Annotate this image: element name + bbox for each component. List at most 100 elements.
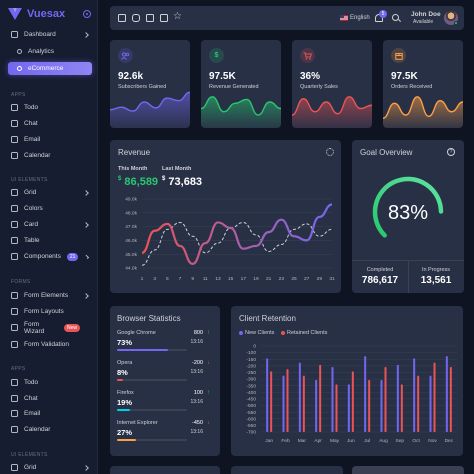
bar-new-clients[interactable]: [331, 367, 334, 432]
bar-new-clients[interactable]: [396, 364, 399, 432]
sidebar-item-label: Email: [24, 410, 41, 417]
bar-new-clients[interactable]: [282, 375, 285, 432]
check-circle-icon: [11, 341, 18, 348]
user-name[interactable]: John Doe: [411, 11, 441, 18]
sidebar-section-title: FORMS: [11, 279, 31, 285]
browser-time: 13:16: [190, 339, 203, 345]
bar-retained-clients[interactable]: [400, 384, 403, 432]
chat-icon: [11, 395, 18, 402]
client-retention-bar-chart: 0-100-150-200-250-300-350-400-450-500-55…: [246, 344, 457, 444]
chat-icon[interactable]: [132, 14, 140, 22]
bar-retained-clients[interactable]: [302, 375, 305, 432]
bar-retained-clients[interactable]: [417, 375, 420, 432]
sidebar-item-form-wizard[interactable]: Form Wizard New: [8, 320, 92, 335]
in-progress-value: 13,561: [420, 275, 452, 286]
bar-new-clients[interactable]: [380, 380, 383, 432]
bar-new-clients[interactable]: [413, 358, 416, 432]
sidebar-item-calendar[interactable]: Calendar: [8, 423, 92, 436]
bar-retained-clients[interactable]: [449, 367, 452, 432]
orders-sparkline: [383, 96, 463, 128]
chevron-right-icon: [83, 189, 89, 196]
bar-retained-clients[interactable]: [368, 380, 371, 432]
progress-track: [117, 439, 187, 441]
brand[interactable]: Vuesax: [8, 8, 65, 20]
gauge-progress-arc: [372, 176, 444, 238]
sidebar-item-email[interactable]: Email: [8, 133, 92, 146]
sidebar-item-todo[interactable]: Todo: [8, 101, 92, 114]
star-icon[interactable]: ☆: [173, 11, 182, 22]
sidebar-item-form-elements[interactable]: Form Elements: [8, 289, 92, 302]
legend-retained-clients[interactable]: Retained Clients: [287, 330, 328, 336]
bar-retained-clients[interactable]: [270, 371, 273, 432]
sidebar-item-label: Email: [24, 136, 41, 143]
sidebar-item-label: Form Elements: [24, 292, 69, 299]
sidebar-item-form-validation[interactable]: Form Validation: [8, 338, 92, 351]
bar-retained-clients[interactable]: [335, 384, 338, 432]
bar-retained-clients[interactable]: [319, 364, 322, 432]
goal-overview-card: Goal Overview ? 83% Completed 786,617 In…: [352, 140, 464, 293]
check-square-icon[interactable]: [118, 14, 126, 22]
gear-icon[interactable]: [326, 148, 334, 156]
bar-retained-clients[interactable]: [433, 362, 436, 432]
y-tick-label: -600: [246, 416, 256, 422]
sidebar-item-table[interactable]: Table: [8, 234, 92, 247]
x-tick-label: Apr: [314, 438, 322, 444]
sidebar-item-form-layouts[interactable]: Form Layouts: [8, 305, 92, 318]
sidebar-item-label: Form Layouts: [24, 308, 64, 315]
sidebar-item-todo[interactable]: Todo: [8, 376, 92, 389]
currency-symbol: $: [118, 176, 122, 182]
x-tick-label: Mar: [298, 438, 307, 444]
bar-retained-clients[interactable]: [351, 371, 354, 432]
browser-change: 100: [193, 390, 203, 396]
bar-new-clients[interactable]: [429, 375, 432, 432]
x-tick-label: Jul: [364, 438, 370, 444]
mail-icon: [11, 136, 18, 143]
sidebar-item-label: Form Wizard: [24, 320, 45, 335]
sidebar-item-dashboard[interactable]: Dashboard: [8, 28, 92, 41]
sidebar-item-calendar[interactable]: Calendar: [8, 149, 92, 162]
sidebar-item-card[interactable]: Card: [8, 218, 92, 231]
completed-label: Completed: [366, 267, 394, 273]
sparkline-area: [383, 96, 463, 128]
quarterly-sales-sparkline: [292, 96, 372, 128]
progress-fill: [117, 409, 131, 411]
help-icon[interactable]: ?: [447, 148, 455, 156]
sidebar-item-components[interactable]: Components 21: [8, 250, 92, 263]
mail-icon[interactable]: [146, 14, 154, 22]
x-tick-label: 17: [241, 276, 247, 282]
browser-change: -200: [191, 360, 203, 366]
bar-new-clients[interactable]: [315, 380, 318, 432]
sidebar-item-ecommerce[interactable]: eCommerce: [8, 62, 92, 75]
stat-value: 36%: [300, 71, 321, 82]
sidebar-item-email[interactable]: Email: [8, 407, 92, 420]
legend-new-clients[interactable]: New Clients: [245, 330, 275, 336]
bar-retained-clients[interactable]: [384, 367, 387, 432]
language-selector[interactable]: English: [350, 15, 370, 21]
y-tick-label: -300: [246, 377, 256, 383]
bar-retained-clients[interactable]: [286, 369, 289, 432]
bar-new-clients[interactable]: [266, 358, 269, 432]
bar-new-clients[interactable]: [347, 384, 350, 432]
browser-name: Opera: [117, 360, 133, 366]
search-icon[interactable]: [392, 14, 399, 21]
collapse-sidebar-icon[interactable]: [83, 10, 91, 18]
sidebar-item-grid[interactable]: Grid: [8, 461, 92, 474]
bar-new-clients[interactable]: [364, 356, 367, 432]
bar-new-clients[interactable]: [298, 362, 301, 432]
calendar-icon[interactable]: [160, 14, 168, 22]
sidebar-item-colors[interactable]: Colors: [8, 202, 92, 215]
us-flag-icon[interactable]: [340, 15, 348, 21]
bar-new-clients[interactable]: [445, 356, 448, 432]
stat-value: 92.6k: [118, 71, 144, 82]
circle-icon: [17, 49, 22, 54]
sidebar-item-grid[interactable]: Grid: [8, 186, 92, 199]
sidebar-item-chat[interactable]: Chat: [8, 392, 92, 405]
grid-icon: [11, 464, 18, 471]
sidebar-item-label: Analytics: [28, 48, 55, 55]
y-tick-label: 45.0k: [125, 252, 137, 258]
y-tick-label: -550: [246, 410, 256, 416]
card-icon: [11, 221, 18, 228]
sidebar-item-analytics[interactable]: Analytics: [8, 45, 92, 58]
sidebar-item-chat[interactable]: Chat: [8, 117, 92, 130]
goal-radial-gauge: [372, 176, 444, 247]
